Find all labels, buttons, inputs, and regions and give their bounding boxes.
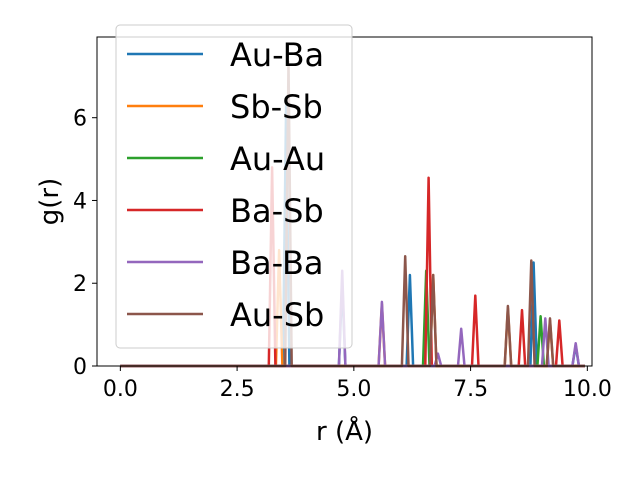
x-tick-label: 0.0 bbox=[103, 377, 138, 402]
x-axis-ticks: 0.0 2.5 5.0 7.5 10.0 bbox=[103, 366, 612, 402]
x-tick-label: 5.0 bbox=[336, 377, 371, 402]
y-tick-label: 0 bbox=[73, 355, 87, 380]
x-tick-label: 10.0 bbox=[563, 377, 612, 402]
x-tick-label: 7.5 bbox=[453, 377, 488, 402]
x-axis-label: r (Å) bbox=[316, 415, 373, 447]
y-tick-label: 4 bbox=[73, 189, 87, 214]
y-axis-label: g(r) bbox=[35, 178, 65, 225]
legend-label: Au-Au bbox=[230, 140, 325, 178]
y-tick-label: 2 bbox=[73, 272, 87, 297]
legend-label: Sb-Sb bbox=[230, 88, 323, 126]
y-tick-label: 6 bbox=[73, 107, 87, 132]
legend: Au-Ba Sb-Sb Au-Au Ba-Sb Ba-Ba Au-Sb bbox=[115, 24, 353, 349]
y-axis-ticks: 0 2 4 6 bbox=[73, 107, 97, 380]
x-tick-label: 2.5 bbox=[220, 377, 255, 402]
legend-label: Ba-Ba bbox=[230, 244, 324, 282]
legend-label: Au-Sb bbox=[230, 296, 324, 334]
legend-label: Au-Ba bbox=[230, 36, 324, 74]
legend-label: Ba-Sb bbox=[230, 192, 324, 230]
